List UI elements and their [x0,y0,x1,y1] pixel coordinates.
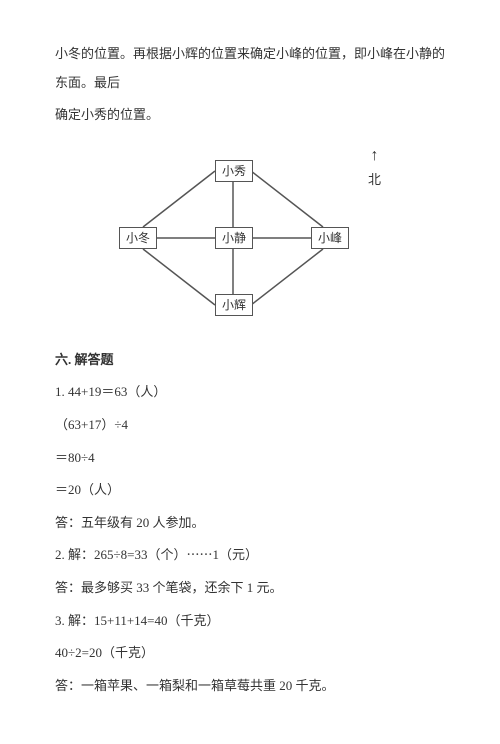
answer-line-4: 答：五年级有 20 人参加。 [55,509,445,538]
section-title: 六. 解答题 [55,346,445,375]
position-diagram: ↑ 北 小秀小冬小静小峰小辉 [115,142,375,332]
edge-5 [251,171,323,227]
node-right: 小峰 [311,227,349,249]
answer-line-9: 答：一箱苹果、一箱梨和一箱草莓共重 20 千克。 [55,672,445,701]
edge-6 [143,249,215,305]
answer-line-3: ＝20（人） [55,476,445,505]
answer-line-1: （63+17）÷4 [55,411,445,440]
answer-line-5: 2. 解：265÷8=33（个）⋯⋯1（元） [55,541,445,570]
answer-line-2: ＝80÷4 [55,444,445,473]
node-bottom: 小辉 [215,294,253,316]
node-top: 小秀 [215,160,253,182]
edge-4 [143,171,215,227]
answer-line-6: 答：最多够买 33 个笔袋，还余下 1 元。 [55,574,445,603]
edge-7 [251,249,323,305]
intro-line-1: 小冬的位置。再根据小辉的位置来确定小峰的位置，即小峰在小静的东面。最后 [55,40,445,97]
page-content: 小冬的位置。再根据小辉的位置来确定小峰的位置，即小峰在小静的东面。最后 确定小秀… [0,0,500,744]
answer-line-8: 40÷2=20（千克） [55,639,445,668]
answer-line-0: 1. 44+19＝63（人） [55,378,445,407]
node-center: 小静 [215,227,253,249]
answers-block: 1. 44+19＝63（人） （63+17）÷4 ＝80÷4 ＝20（人） 答：五年级有… [55,378,445,700]
intro-line-2: 确定小秀的位置。 [55,101,445,130]
node-left: 小冬 [119,227,157,249]
answer-line-7: 3. 解：15+11+14=40（千克） [55,607,445,636]
